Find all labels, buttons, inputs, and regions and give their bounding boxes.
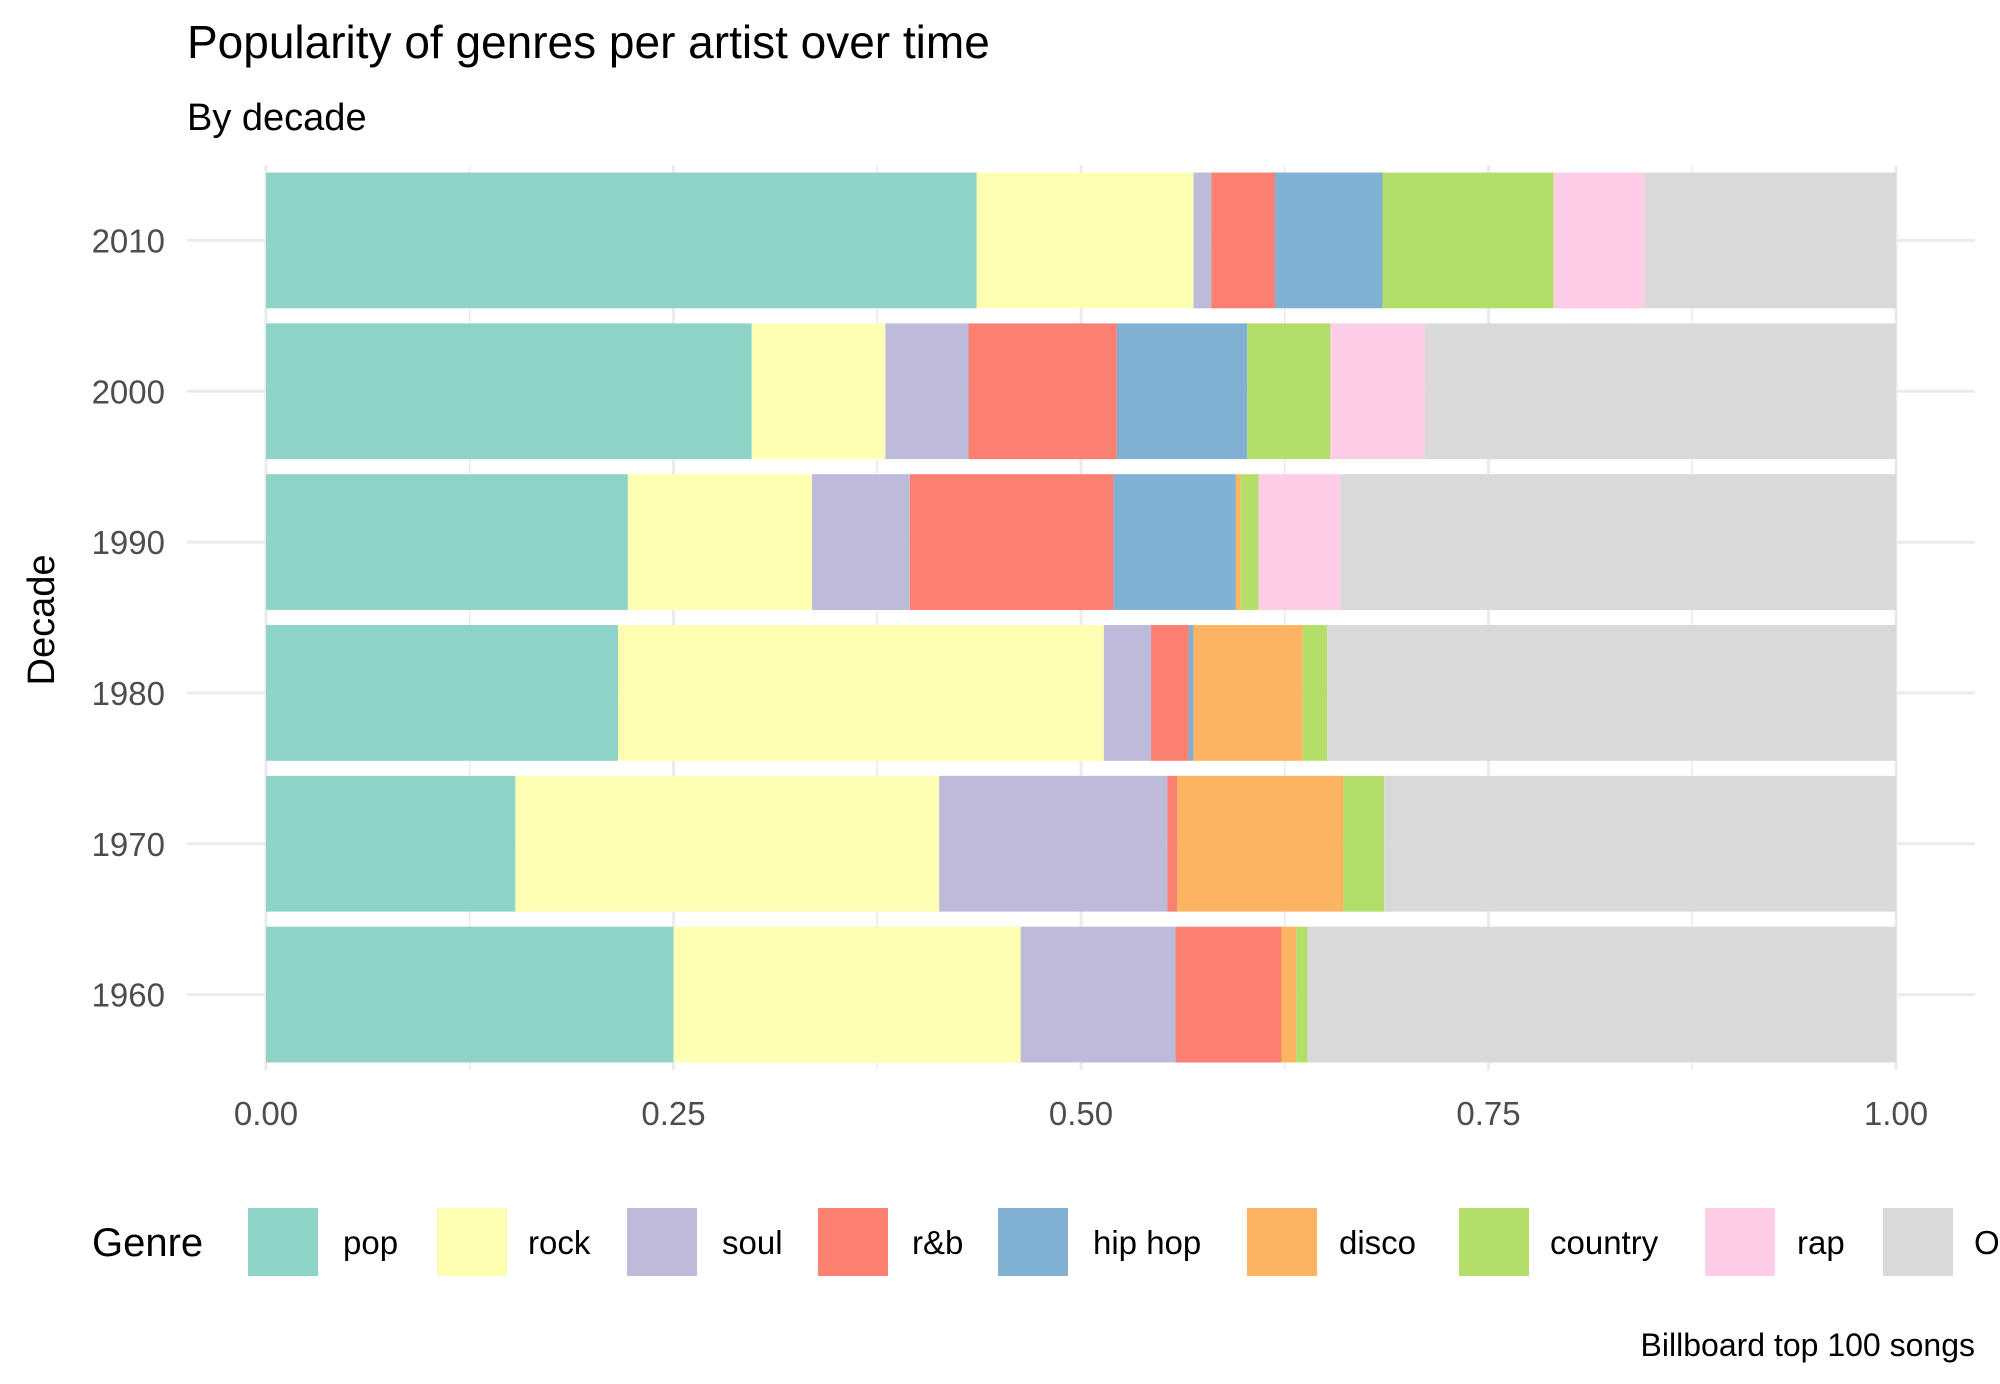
legend-swatch xyxy=(1247,1208,1317,1276)
bar-segment-rock-1980 xyxy=(618,625,1104,761)
x-tick-label: 0.50 xyxy=(1049,1095,1113,1132)
bar-segment-r-b-2010 xyxy=(1211,172,1275,309)
legend-swatch xyxy=(818,1208,888,1276)
bar-segment-other-2010 xyxy=(1644,172,1896,309)
legend-label: pop xyxy=(343,1224,398,1261)
legend-label: hip hop xyxy=(1093,1224,1201,1261)
bar-segment-country-1990 xyxy=(1240,474,1259,610)
bar-segment-rock-1960 xyxy=(673,926,1021,1063)
legend-swatch xyxy=(248,1208,318,1276)
y-tick-label: 2010 xyxy=(92,222,165,259)
bar-segment-rap-2010 xyxy=(1553,172,1645,309)
legend-label: country xyxy=(1550,1224,1659,1261)
bar-segment-r-b-1970 xyxy=(1167,775,1178,912)
bar-segment-r-b-1980 xyxy=(1151,625,1189,761)
legend: pop rock soul r&b hip hop disco country rap Othe… xyxy=(248,1208,2000,1276)
bar-segment-pop-2000 xyxy=(266,323,752,460)
bar-segment-disco-1980 xyxy=(1193,625,1303,761)
y-tick-label: 2000 xyxy=(92,373,165,410)
bar-segment-other-1980 xyxy=(1327,625,1896,761)
bar-segment-other-1990 xyxy=(1340,474,1896,610)
bar-segment-hip-hop-2000 xyxy=(1116,323,1248,460)
bar-segment-disco-1990 xyxy=(1235,474,1241,610)
legend-label: soul xyxy=(722,1224,783,1261)
stacked-bars xyxy=(266,172,1896,1063)
bar-segment-pop-1970 xyxy=(266,775,516,912)
bar-segment-rock-1990 xyxy=(627,474,813,610)
bar-segment-soul-2010 xyxy=(1193,172,1212,309)
legend-swatch xyxy=(437,1208,507,1276)
x-tick-label: 0.25 xyxy=(641,1095,705,1132)
bar-segment-other-1960 xyxy=(1307,926,1896,1063)
bar-segment-other-2000 xyxy=(1424,323,1896,460)
legend-swatch xyxy=(998,1208,1068,1276)
bar-segment-rap-1990 xyxy=(1258,474,1341,610)
bar-segment-rock-1970 xyxy=(515,775,940,912)
legend-label: r&b xyxy=(912,1224,963,1261)
bar-segment-rap-2000 xyxy=(1330,323,1425,460)
legend-label: rock xyxy=(528,1224,591,1261)
y-axis-label: Decade xyxy=(21,555,63,686)
bar-segment-other-1970 xyxy=(1384,775,1896,912)
bar-segment-pop-1960 xyxy=(266,926,674,1063)
bar-segment-r-b-1960 xyxy=(1175,926,1282,1063)
x-tick-label: 1.00 xyxy=(1864,1095,1928,1132)
chart-title: Popularity of genres per artist over tim… xyxy=(187,16,990,68)
legend-label: rap xyxy=(1797,1224,1845,1261)
bar-segment-soul-1970 xyxy=(939,775,1168,912)
legend-swatch xyxy=(1883,1208,1953,1276)
bar-segment-hip-hop-1980 xyxy=(1188,625,1194,761)
bar-segment-pop-1980 xyxy=(266,625,619,761)
bar-segment-rock-2000 xyxy=(751,323,886,460)
bar-segment-r-b-1990 xyxy=(909,474,1114,610)
chart-subtitle: By decade xyxy=(187,97,367,139)
legend-title: Genre xyxy=(92,1221,203,1265)
bar-segment-pop-2010 xyxy=(266,172,977,309)
y-tick-label: 1970 xyxy=(92,826,165,863)
bar-segment-soul-1990 xyxy=(812,474,910,610)
x-axis-tick-labels: 0.00 0.25 0.50 0.75 1.00 xyxy=(234,1095,1928,1132)
x-tick-label: 0.00 xyxy=(234,1095,298,1132)
legend-swatch xyxy=(1459,1208,1529,1276)
bar-segment-country-1970 xyxy=(1343,775,1385,912)
bar-segment-soul-2000 xyxy=(885,323,969,460)
y-axis-tick-labels: 1960 1970 1980 1990 2000 2010 xyxy=(92,222,165,1013)
bar-segment-country-1980 xyxy=(1302,625,1328,761)
legend-label: disco xyxy=(1339,1224,1416,1261)
bar-segment-soul-1960 xyxy=(1020,926,1176,1063)
bar-segment-soul-1980 xyxy=(1103,625,1152,761)
y-tick-label: 1990 xyxy=(92,524,165,561)
bar-segment-country-2000 xyxy=(1247,323,1331,460)
legend-swatch xyxy=(1705,1208,1775,1276)
bar-segment-rock-2010 xyxy=(976,172,1194,309)
bar-segment-country-2010 xyxy=(1382,172,1554,309)
bar-segment-disco-1960 xyxy=(1281,926,1297,1063)
y-tick-label: 1960 xyxy=(92,977,165,1014)
bar-segment-r-b-2000 xyxy=(968,323,1117,460)
bar-segment-pop-1990 xyxy=(266,474,628,610)
bar-segment-hip-hop-1990 xyxy=(1113,474,1236,610)
chart-caption: Billboard top 100 songs xyxy=(1641,1327,1975,1363)
legend-swatch xyxy=(627,1208,697,1276)
bar-segment-hip-hop-2010 xyxy=(1274,172,1383,309)
bar-segment-country-1960 xyxy=(1296,926,1308,1063)
x-tick-label: 0.75 xyxy=(1456,1095,1520,1132)
bar-segment-disco-1970 xyxy=(1177,775,1344,912)
legend-label: Other xyxy=(1974,1224,2000,1261)
y-tick-label: 1980 xyxy=(92,675,165,712)
